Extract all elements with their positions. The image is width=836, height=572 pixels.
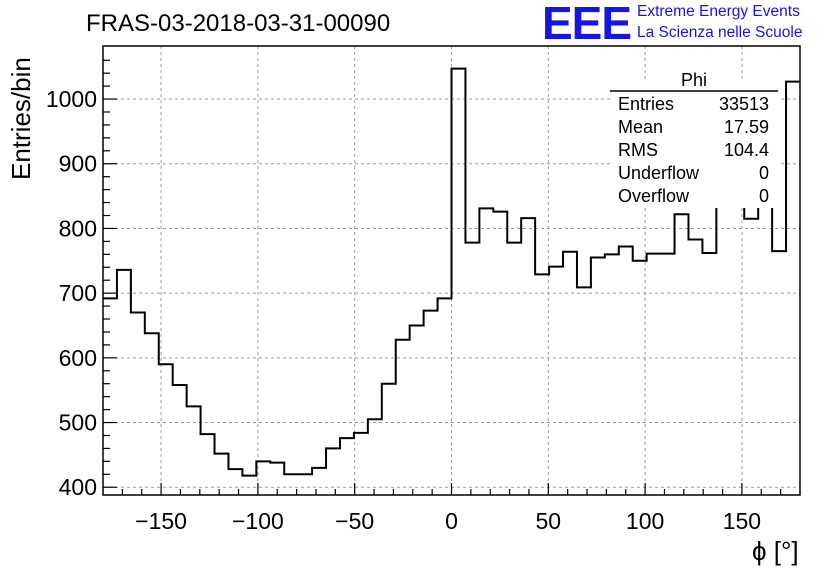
y-tick-label: 800 (59, 215, 97, 241)
stats-label: RMS (618, 140, 658, 160)
histogram-series (103, 67, 800, 477)
stats-value: 0 (759, 163, 769, 183)
y-tick-label: 900 (59, 151, 97, 177)
stats-value: 0 (759, 186, 769, 206)
x-tick-label: 150 (723, 508, 761, 534)
x-tick-label: 100 (626, 508, 664, 534)
logo-line-1: Extreme Energy Events (637, 3, 800, 20)
x-axis: −150 −100 −50 0 50 100 150 (121, 483, 782, 534)
stats-box-bg (610, 80, 778, 208)
y-tick-label: 700 (59, 280, 97, 306)
x-tick-label: 0 (445, 508, 458, 534)
x-tick-label: −50 (335, 508, 374, 534)
x-tick-label: −150 (135, 508, 187, 534)
x-tick-label: 50 (536, 508, 562, 534)
eee-logo: EEE (542, 0, 632, 49)
y-tick-label: 500 (59, 410, 97, 436)
y-axis-label: Entries/bin (6, 57, 36, 180)
x-axis-label: ϕ [°] (752, 536, 799, 566)
y-tick-label: 1000 (46, 86, 97, 112)
stats-box-title: Phi (681, 70, 707, 90)
histogram-step-line (103, 67, 800, 477)
logo-line-2: La Scienza nelle Scuole (637, 24, 803, 41)
stats-value: 17.59 (724, 117, 769, 137)
stats-label: Underflow (618, 163, 700, 183)
x-tick-label: −100 (232, 508, 284, 534)
y-tick-label: 400 (59, 474, 97, 500)
y-axis: 400 500 600 700 800 900 1000 (46, 59, 117, 500)
stats-value: 104.4 (724, 140, 769, 160)
stats-label: Overflow (618, 186, 690, 206)
y-tick-label: 600 (59, 345, 97, 371)
chart-title: FRAS-03-2018-03-31-00090 (86, 10, 391, 37)
stats-label: Entries (618, 94, 674, 114)
stats-box: Phi Entries 33513 Mean 17.59 RMS 104.4 Underflo… (610, 70, 778, 208)
stats-label: Mean (618, 117, 663, 137)
stats-value: 33513 (719, 94, 769, 114)
